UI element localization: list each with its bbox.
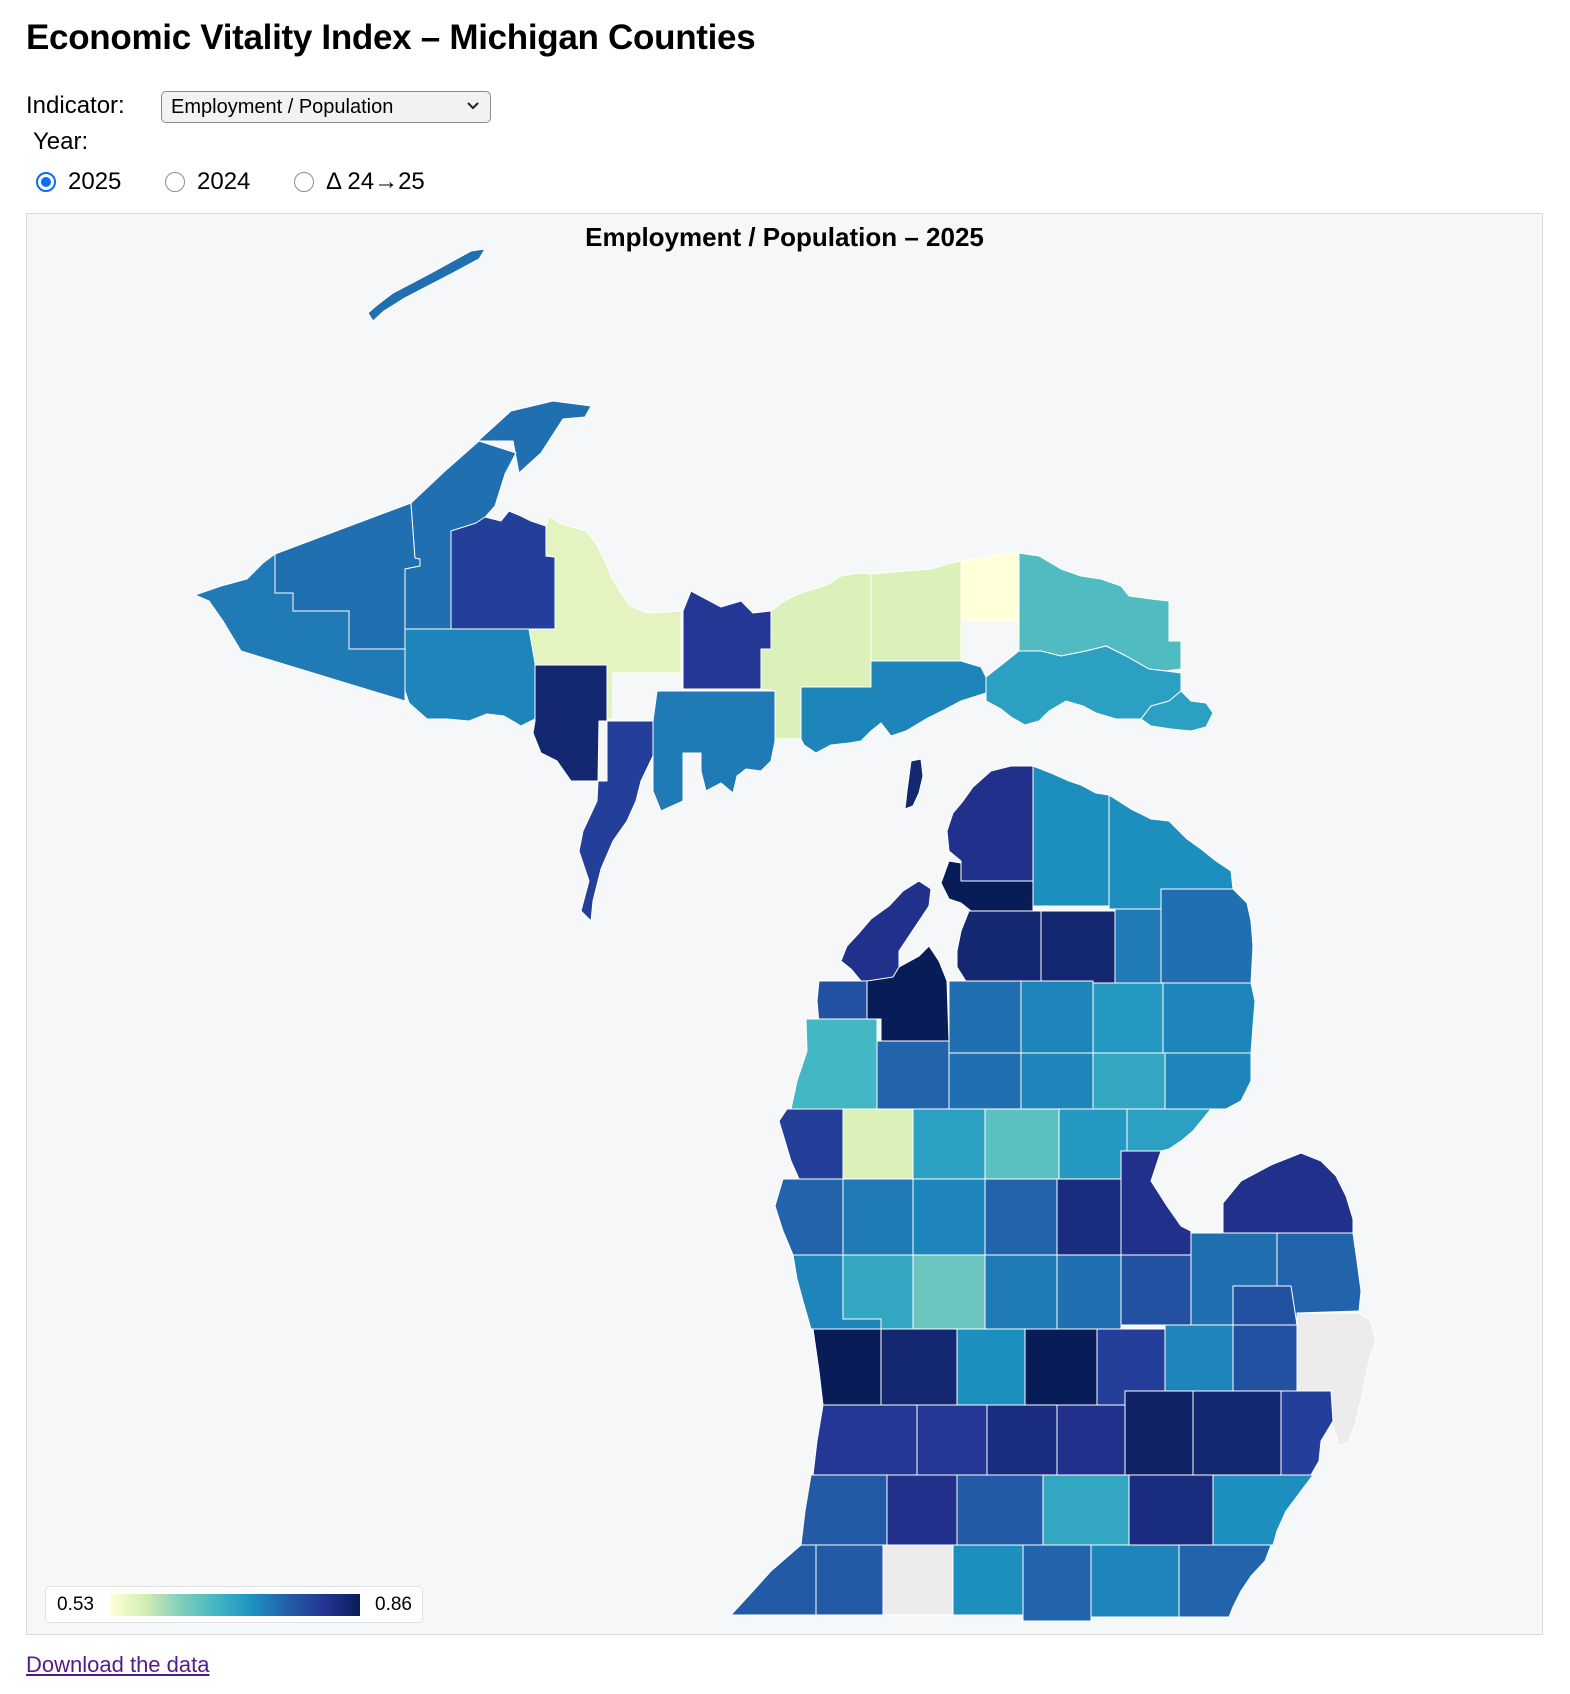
county-allegan[interactable] — [812, 1404, 918, 1476]
county-ingham[interactable] — [1056, 1404, 1126, 1476]
county-monroe[interactable] — [1178, 1544, 1272, 1618]
indicator-select-value: Employment / Population — [171, 96, 394, 118]
county-clare[interactable] — [984, 1108, 1060, 1180]
county-grand-traverse[interactable] — [866, 945, 950, 1042]
county-gogebic[interactable] — [194, 553, 406, 702]
county-oscoda[interactable] — [1092, 982, 1164, 1054]
download-data-link[interactable]: Download the data — [26, 1652, 210, 1677]
county-otsego[interactable] — [1040, 910, 1116, 984]
county-van-buren[interactable] — [800, 1474, 888, 1546]
legend-min-label: 0.53 — [57, 1594, 94, 1615]
year-radio-2025[interactable]: 2025 — [36, 168, 121, 196]
county-st-clair-north[interactable] — [1232, 1285, 1298, 1326]
county-beaver-island[interactable] — [904, 758, 924, 810]
county-leelanau[interactable] — [840, 880, 932, 982]
county-lapeer-s[interactable] — [1232, 1324, 1298, 1392]
county-barry[interactable] — [916, 1404, 988, 1476]
county-wayne[interactable] — [1212, 1474, 1314, 1546]
county-jackson[interactable] — [1042, 1474, 1130, 1546]
county-mackinac-west[interactable] — [800, 612, 987, 754]
county-saginaw-e[interactable] — [1056, 1254, 1122, 1330]
radio-indicator[interactable] — [165, 172, 185, 192]
year-radio-delta[interactable]: Δ 24→25 — [294, 168, 425, 196]
county-iron[interactable] — [404, 628, 536, 727]
county-kalamazoo[interactable] — [886, 1474, 958, 1546]
county-midland[interactable] — [1056, 1178, 1122, 1256]
county-montmorency[interactable] — [1114, 908, 1162, 984]
county-isle-royale[interactable] — [367, 248, 486, 322]
county-mason[interactable] — [778, 1108, 844, 1180]
legend-color-ramp — [110, 1594, 360, 1616]
legend-max-label: 0.86 — [375, 1594, 412, 1615]
county-lake[interactable] — [842, 1108, 914, 1180]
county-roscommon[interactable] — [1020, 1052, 1094, 1110]
county-genesee[interactable] — [1164, 1324, 1234, 1392]
county-iosco[interactable] — [1164, 1052, 1252, 1110]
county-clinton[interactable] — [1024, 1328, 1098, 1406]
county-eaton[interactable] — [986, 1404, 1058, 1476]
county-alger[interactable] — [682, 590, 772, 690]
map-title: Employment / Population – 2025 — [585, 222, 984, 252]
county-berrien[interactable] — [730, 1544, 817, 1616]
county-oscoda-s[interactable] — [1092, 1052, 1166, 1110]
page-title: Economic Vitality Index – Michigan Count… — [26, 18, 756, 57]
county-newaygo[interactable] — [842, 1178, 914, 1256]
county-ionia[interactable] — [956, 1328, 1026, 1406]
county-oceana[interactable] — [774, 1178, 844, 1256]
county-crawford[interactable] — [1020, 980, 1094, 1054]
year-option-label: 2024 — [197, 168, 251, 195]
county-cheboygan[interactable] — [1032, 765, 1110, 907]
county-missaukee[interactable] — [948, 1052, 1022, 1110]
year-option-label: 2025 — [68, 168, 122, 195]
county-oakland[interactable] — [1192, 1390, 1282, 1476]
county-isabella[interactable] — [984, 1178, 1058, 1256]
county-gladwin[interactable] — [1058, 1108, 1128, 1180]
county-delta[interactable] — [652, 690, 776, 812]
county-wexford[interactable] — [876, 1040, 950, 1110]
county-dickinson[interactable] — [532, 664, 608, 782]
county-hillsdale[interactable] — [1022, 1544, 1092, 1622]
county-mecosta[interactable] — [912, 1178, 986, 1256]
radio-indicator[interactable] — [294, 172, 314, 192]
county-luce[interactable] — [870, 560, 962, 662]
county-arenac[interactable] — [1126, 1108, 1212, 1152]
county-lenawee[interactable] — [1090, 1544, 1180, 1618]
county-kent[interactable] — [880, 1328, 958, 1406]
county-livingston[interactable] — [1124, 1390, 1194, 1476]
county-manistee[interactable] — [790, 1018, 878, 1110]
color-legend: 0.53 0.86 — [45, 1586, 423, 1623]
county-drummond[interactable] — [1140, 690, 1214, 732]
indicator-select[interactable]: Employment / Population — [161, 91, 491, 123]
county-osceola[interactable] — [912, 1108, 986, 1180]
indicator-label: Indicator: — [26, 92, 125, 119]
county-branch[interactable] — [952, 1544, 1024, 1616]
county-cass[interactable] — [815, 1544, 884, 1616]
year-option-label: Δ 24→25 — [326, 168, 425, 195]
county-antrim[interactable] — [956, 910, 1042, 984]
county-huron[interactable] — [1222, 1152, 1354, 1234]
county-kalkaska[interactable] — [948, 980, 1022, 1054]
county-keweenaw[interactable] — [477, 400, 592, 474]
michigan-county-map — [194, 248, 1377, 1622]
map-panel: Employment / Population – 2025 0.53 0.86 — [26, 213, 1543, 1635]
county-baraga[interactable] — [450, 510, 556, 630]
county-bay[interactable] — [1120, 1150, 1192, 1256]
county-alpena[interactable] — [1160, 888, 1254, 984]
county-gratiot[interactable] — [912, 1254, 986, 1330]
county-washtenaw[interactable] — [1128, 1474, 1214, 1546]
chevron-down-icon — [467, 102, 479, 109]
year-label: Year: — [33, 128, 89, 155]
county-st-joseph[interactable] — [882, 1544, 954, 1616]
county-macomb[interactable] — [1280, 1390, 1334, 1476]
county-lapeer[interactable] — [1120, 1254, 1192, 1326]
radio-indicator[interactable] — [36, 172, 56, 192]
county-calhoun[interactable] — [956, 1474, 1044, 1546]
county-ottawa[interactable] — [812, 1328, 882, 1406]
county-saginaw[interactable] — [984, 1254, 1058, 1330]
county-chippewa-north[interactable] — [960, 552, 1020, 622]
county-montcalm[interactable] — [842, 1254, 914, 1330]
year-radio-2024[interactable]: 2024 — [165, 168, 250, 196]
county-alcona[interactable] — [1162, 982, 1256, 1054]
